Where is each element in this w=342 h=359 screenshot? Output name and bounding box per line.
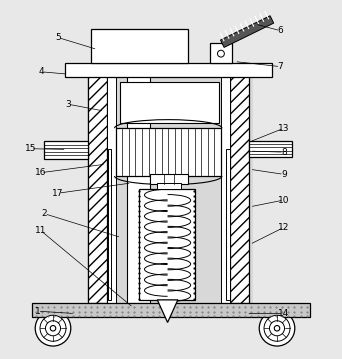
Circle shape (274, 326, 280, 331)
Bar (221, 76, 230, 303)
Circle shape (40, 315, 66, 341)
Text: 3: 3 (66, 100, 71, 109)
Bar (120, 82, 219, 123)
Text: 8: 8 (281, 148, 287, 157)
Text: 12: 12 (278, 223, 290, 232)
Circle shape (259, 311, 295, 346)
Bar (157, 183, 181, 189)
Circle shape (50, 326, 56, 331)
Polygon shape (221, 16, 274, 47)
Circle shape (45, 321, 61, 336)
Bar (230, 76, 249, 303)
Text: 11: 11 (35, 226, 47, 235)
Bar (249, 141, 292, 157)
Text: 7: 7 (278, 62, 283, 71)
Text: 5: 5 (55, 33, 61, 42)
Text: 14: 14 (278, 309, 290, 318)
Bar (226, 149, 230, 300)
Bar (88, 76, 107, 303)
Bar (150, 174, 188, 184)
Bar (44, 141, 88, 159)
Text: 10: 10 (278, 196, 290, 205)
Polygon shape (157, 300, 178, 322)
Bar (32, 303, 310, 317)
Bar (87, 75, 253, 314)
Bar (116, 128, 221, 176)
Bar (108, 149, 111, 300)
Text: 6: 6 (278, 26, 283, 35)
Text: 1: 1 (35, 307, 40, 316)
Circle shape (269, 321, 285, 336)
Bar (210, 43, 232, 63)
Bar (65, 63, 272, 77)
Circle shape (35, 311, 71, 346)
Circle shape (264, 315, 290, 341)
Bar (139, 189, 195, 300)
Text: 9: 9 (281, 170, 287, 179)
Circle shape (218, 50, 224, 57)
Text: 2: 2 (42, 209, 47, 218)
Text: 13: 13 (278, 124, 290, 133)
Bar (91, 29, 188, 63)
Bar (127, 76, 150, 303)
Text: 15: 15 (25, 144, 37, 153)
Bar (107, 76, 116, 303)
Text: 17: 17 (52, 189, 64, 198)
Text: 16: 16 (35, 168, 47, 177)
Text: 4: 4 (38, 67, 44, 76)
